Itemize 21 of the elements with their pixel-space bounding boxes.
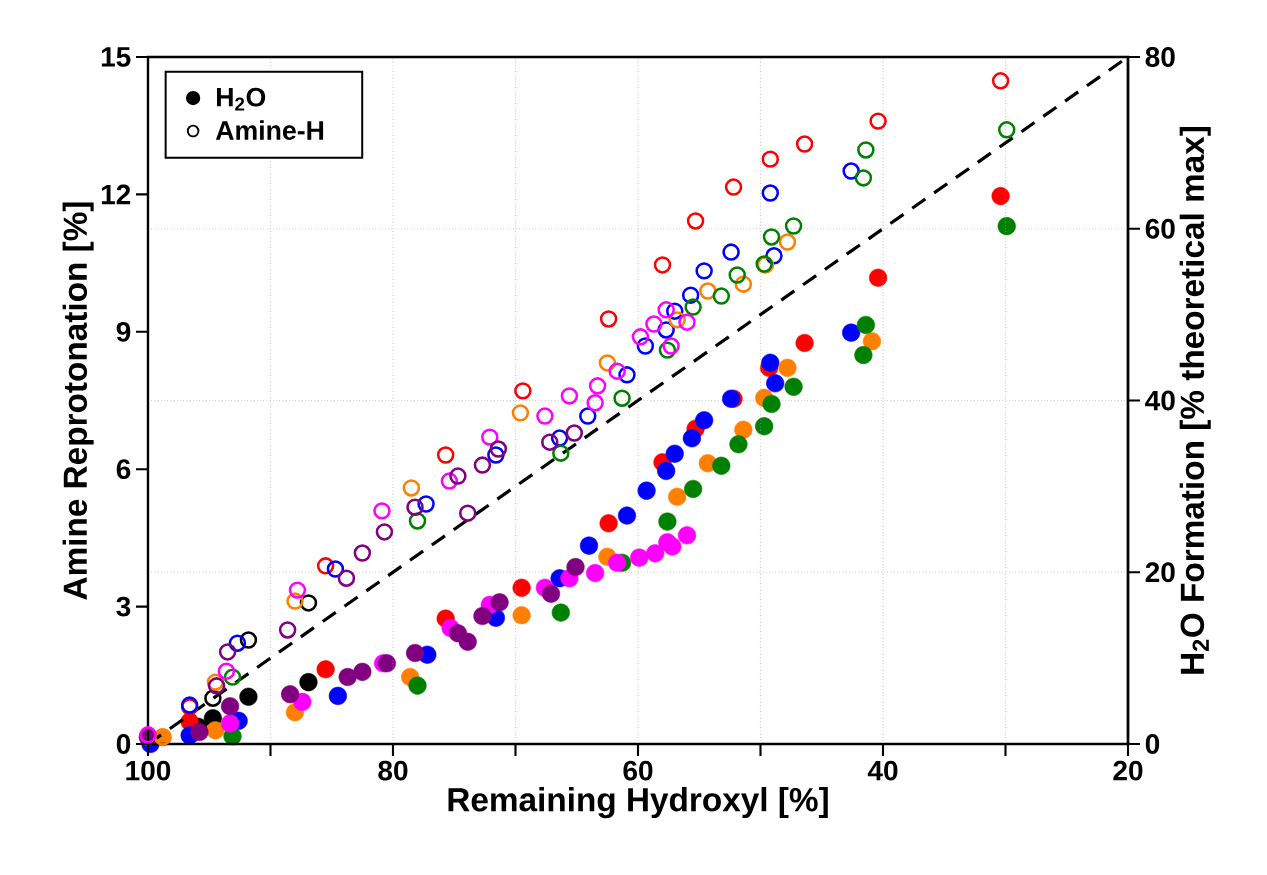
y-axis-title: Amine Reprotonation [%] (62, 202, 94, 600)
y2-tick-label: 40 (1145, 390, 1175, 411)
legend-label: Amine-H (215, 120, 324, 140)
y2-tick-label: 80 (1145, 47, 1175, 67)
x-tick-label: 100 (126, 760, 171, 781)
legend-label: H$_{2}$O (217, 87, 266, 111)
x-axis-title: Remaining Hydroxyl [%] (448, 787, 828, 819)
y-tick-label: 0 (116, 734, 131, 754)
y2-tick-label: 60 (1145, 218, 1175, 239)
x-tick-label: 40 (867, 760, 898, 781)
y-tick-label: 12 (101, 184, 131, 205)
y2-tick-label: 20 (1145, 562, 1175, 583)
y2-axis-title: H$_{2}$O Formation [% theoretical max] (1179, 127, 1211, 674)
x-tick-label: 20 (1113, 760, 1143, 781)
y-tick-label: 9 (116, 321, 131, 342)
y2-tick-label: 0 (1145, 734, 1160, 754)
x-tick-label: 60 (623, 760, 653, 781)
y-tick-label: 15 (101, 47, 131, 67)
y-tick-label: 6 (116, 459, 131, 480)
x-tick-label: 80 (378, 760, 408, 781)
y-tick-label: 3 (116, 596, 131, 617)
